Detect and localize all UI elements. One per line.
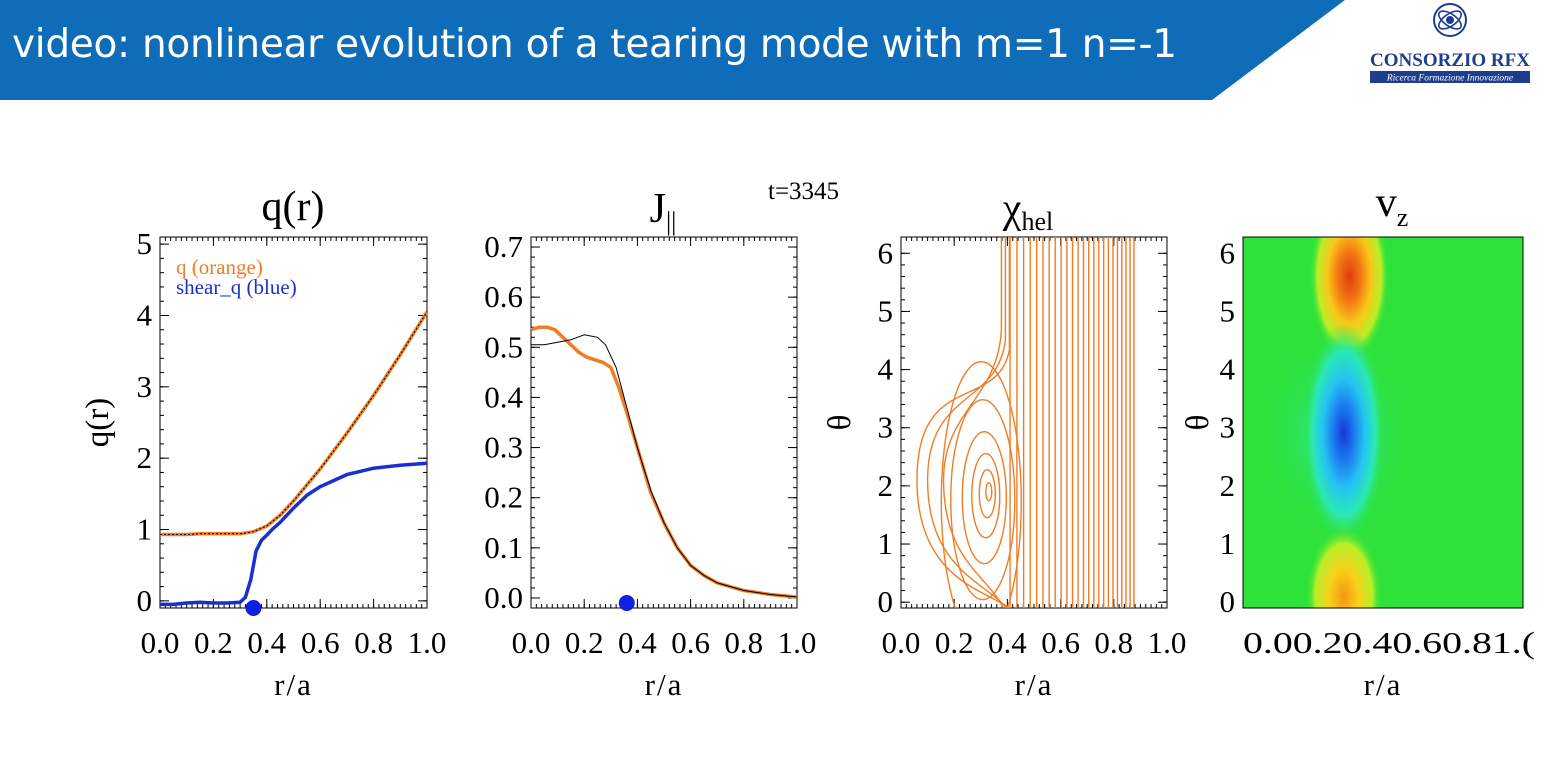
svg-text:CONSORZIO RFX: CONSORZIO RFX xyxy=(1370,50,1530,71)
y-tick-label: 0.3 xyxy=(484,430,523,465)
x-axis-label: r/a xyxy=(645,667,684,702)
y-tick-label: 0 xyxy=(137,583,153,618)
shear-q-series-line xyxy=(160,461,428,607)
x-tick-label: 0.4 xyxy=(988,625,1027,660)
y-tick-label: 0 xyxy=(1220,584,1236,619)
island-contour xyxy=(950,398,1016,601)
y-tick-label: 1 xyxy=(1220,526,1236,561)
chart-title: vz xyxy=(1376,180,1409,232)
vz-lobe-positive xyxy=(1305,526,1382,608)
separatrix-contour xyxy=(926,237,1007,608)
slide-header: video: nonlinear evolution of a tearing … xyxy=(0,0,1544,100)
x-tick-label: 0.6 xyxy=(301,625,340,660)
x-tick-label: 1.0 xyxy=(408,625,447,660)
island-contour xyxy=(961,430,1007,565)
x-tick-label: 0.0 xyxy=(141,625,180,660)
y-tick-label: 0.4 xyxy=(484,379,523,414)
y-tick-label: 3 xyxy=(1220,410,1236,445)
consorzio-rfx-logo: CONSORZIO RFX Ricerca Formazione Innovaz… xyxy=(1370,3,1530,84)
y-tick-label: 3 xyxy=(878,410,894,445)
x-tick-label: 0.8 xyxy=(354,625,393,660)
q-reference-line xyxy=(160,311,428,535)
island-contour xyxy=(971,452,1001,539)
chi-hel-contour-plot: 0 1 2 3 4 5 6 0.0 0.2 0.4 0.6 0.8 1.0 r/a θ χhel xyxy=(822,186,1186,702)
y-tick-label: 5 xyxy=(1220,293,1236,328)
y-tick-label: 1 xyxy=(878,526,894,561)
j-parallel-line xyxy=(530,325,798,599)
slide-title: video: nonlinear evolution of a tearing … xyxy=(12,22,1177,67)
separatrix-contour xyxy=(916,237,1011,608)
x-axis-label: r/a xyxy=(274,667,313,702)
island-contour xyxy=(940,361,1022,608)
island-contour xyxy=(978,468,996,519)
x-tick-label: 0.6 xyxy=(671,625,710,660)
legend-entry: q (orange) xyxy=(176,255,263,279)
chart-title: J|| xyxy=(650,186,677,236)
island-contour xyxy=(985,481,993,502)
y-tick-label: 2 xyxy=(1220,468,1236,503)
title-subscript: || xyxy=(666,207,676,236)
vz-heatmap-plot: 0 1 2 3 4 5 6 0.00.20.40.60.81.( r/a θ vz xyxy=(1180,180,1535,702)
x-axis-label: r/a xyxy=(1015,667,1054,702)
y-tick-label: 0.2 xyxy=(484,480,523,515)
x-tick-label: 0.4 xyxy=(247,625,286,660)
y-tick-label: 0.7 xyxy=(484,229,523,264)
svg-text:Ricerca Formazione Innovazione: Ricerca Formazione Innovazione xyxy=(1386,74,1513,84)
q-profile-plot: 0 1 2 3 4 5 0.0 0.2 0.4 0.6 0.8 1.0 r/a q(r) q(r) q (or… xyxy=(80,184,446,702)
chart-title: χhel xyxy=(1002,186,1053,236)
j-parallel-reference-line xyxy=(531,334,798,598)
y-axis-label: θ xyxy=(822,415,858,431)
y-tick-label: 4 xyxy=(137,297,153,332)
time-label: t=3345 xyxy=(768,178,839,205)
y-axis-label: θ xyxy=(1180,415,1216,431)
x-tick-label: 0.2 xyxy=(935,625,974,660)
y-tick-label: 0.0 xyxy=(484,580,523,615)
resonance-marker xyxy=(618,594,635,611)
j-parallel-plot: 0.0 0.1 0.2 0.3 0.4 0.5 0.6 0.7 0.0 0.2 0.4 0.6 0.8 1… xyxy=(484,186,816,702)
y-tick-label: 1 xyxy=(137,512,153,547)
y-tick-label: 2 xyxy=(878,468,894,503)
x-tick-label: 0.2 xyxy=(565,625,604,660)
vz-lobe-negative xyxy=(1301,323,1386,544)
x-tick-label: 0.0 xyxy=(882,625,921,660)
x-tick-label: 0.8 xyxy=(724,625,763,660)
y-tick-label: 4 xyxy=(878,352,894,387)
y-tick-label: 4 xyxy=(1220,352,1236,387)
y-tick-label: 0.6 xyxy=(484,279,523,314)
y-tick-label: 2 xyxy=(137,440,153,475)
header-banner xyxy=(0,0,1345,100)
contour-lines xyxy=(916,237,1135,608)
heatmap-field xyxy=(1243,237,1523,608)
x-tick-label: 0.4 xyxy=(618,625,657,660)
x-tick-label: 0.6 xyxy=(1041,625,1080,660)
chart-title: q(r) xyxy=(262,184,325,230)
separatrix-contour xyxy=(942,237,1005,608)
x-tick-label: 1.0 xyxy=(1148,625,1187,660)
plot-frame xyxy=(530,236,798,609)
plot-frame-overlay xyxy=(1242,236,1524,609)
y-axis-label: q(r) xyxy=(80,398,116,447)
y-tick-label: 0.1 xyxy=(484,530,523,565)
legend-entry: shear_q (blue) xyxy=(176,275,297,299)
x-axis-label: r/a xyxy=(1364,667,1403,702)
x-tick-label: 1.0 xyxy=(778,625,817,660)
title-subscript: hel xyxy=(1021,207,1053,236)
y-tick-label: 6 xyxy=(878,235,894,270)
plot-frame xyxy=(900,236,1168,609)
y-tick-label: 5 xyxy=(878,293,894,328)
y-tick-label: 5 xyxy=(137,226,153,261)
y-tick-label: 6 xyxy=(1220,235,1236,270)
title-subscript: z xyxy=(1397,203,1409,232)
y-tick-label: 3 xyxy=(137,369,153,404)
y-tick-label: 0 xyxy=(878,584,894,619)
x-tick-labels: 0.00.20.40.60.81.( xyxy=(1243,625,1535,660)
x-tick-label: 0.8 xyxy=(1094,625,1133,660)
x-tick-label: 0.0 xyxy=(512,625,551,660)
x-tick-label: 0.2 xyxy=(194,625,233,660)
resonance-marker xyxy=(245,600,262,616)
y-tick-label: 0.5 xyxy=(484,329,523,364)
